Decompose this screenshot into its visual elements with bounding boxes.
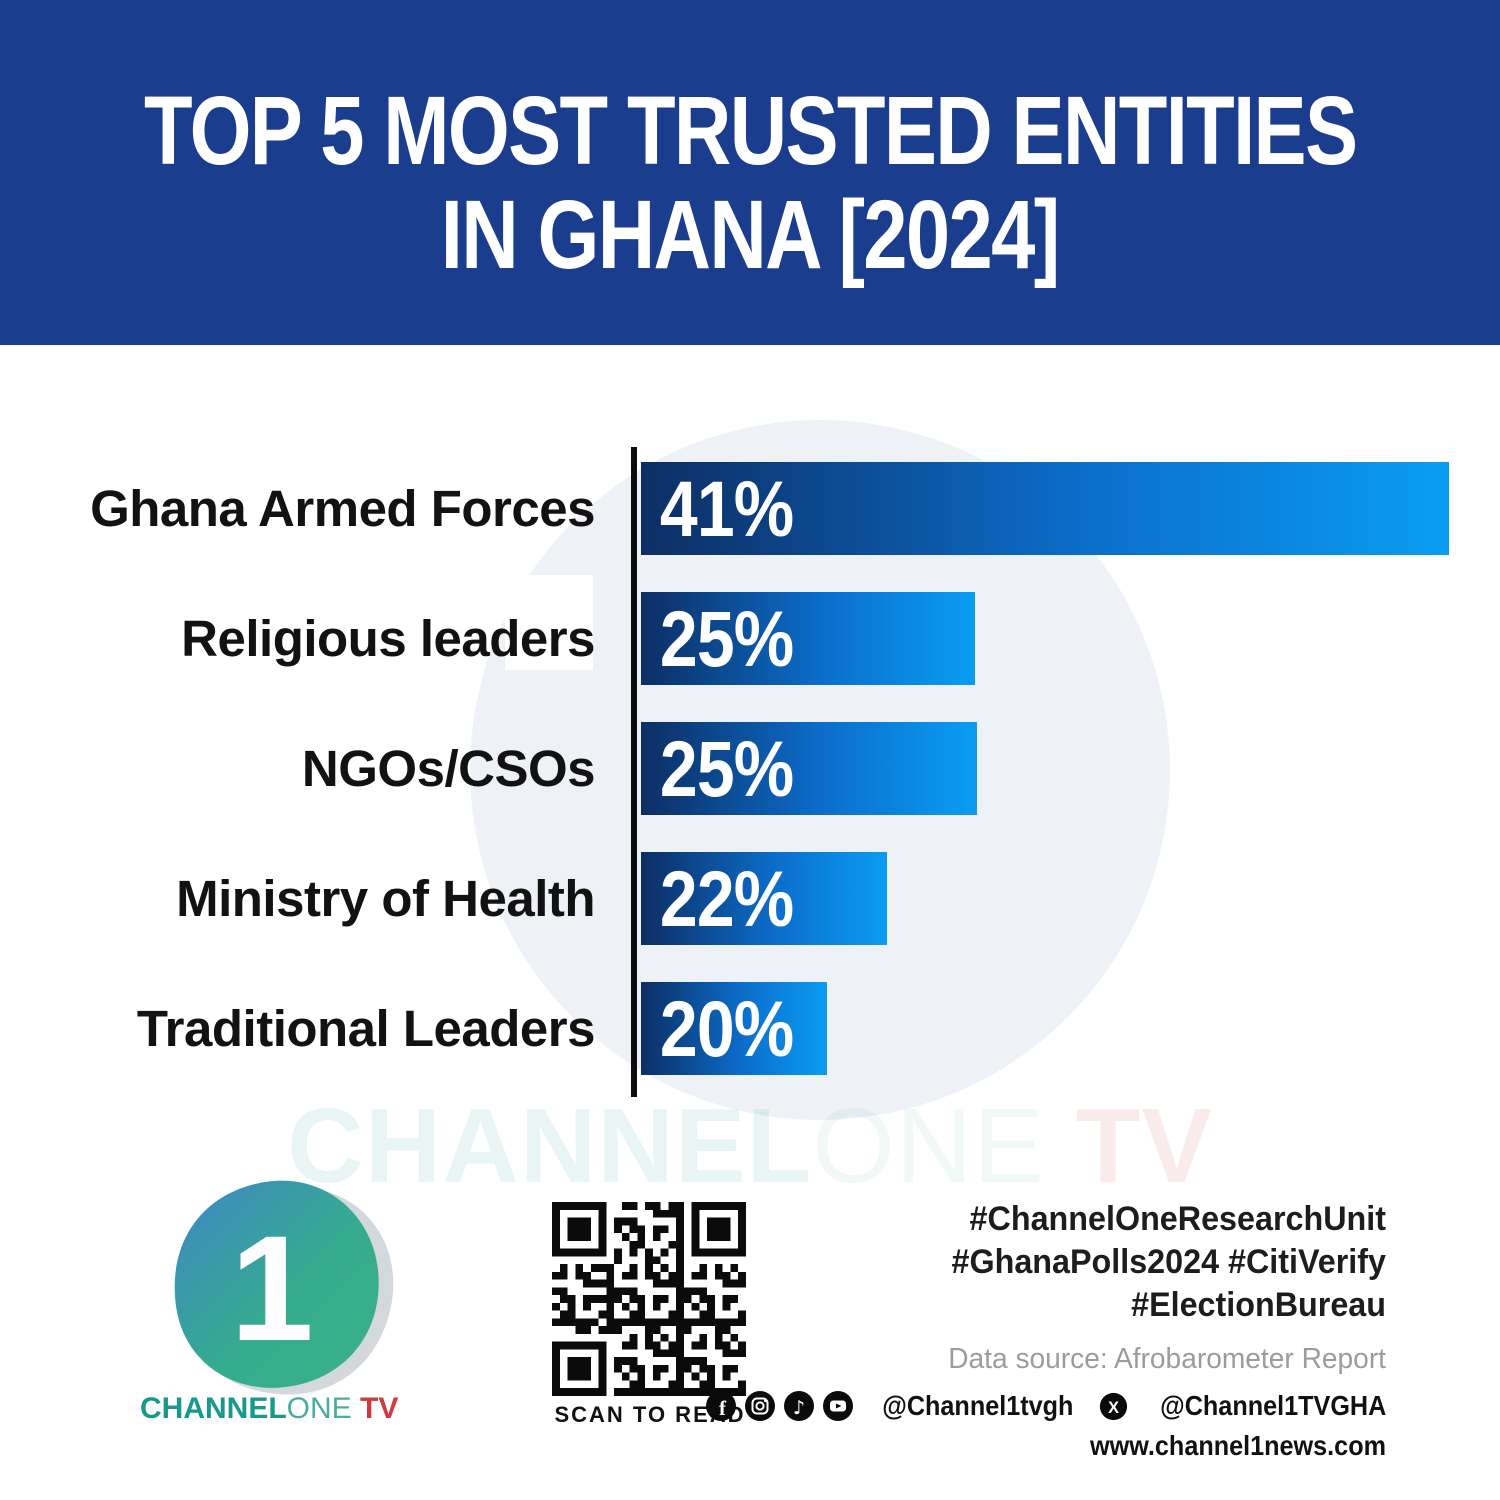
- bar: 22%: [641, 852, 887, 945]
- bar-value-label: 25%: [659, 593, 794, 683]
- chart-row: NGOs/CSOs 25%: [0, 722, 1500, 815]
- background-watermark-notch: [505, 575, 593, 670]
- bar-value-label: 25%: [659, 723, 794, 813]
- bar: 41%: [641, 462, 1449, 555]
- bar: 25%: [641, 592, 975, 685]
- website-url: www.channel1news.com: [1090, 1430, 1386, 1461]
- chart-row: Religious leaders 25%: [0, 592, 1500, 685]
- page-title-line2: IN GHANA [2024]: [441, 179, 1060, 289]
- category-label: NGOs/CSOs: [301, 740, 596, 797]
- data-source: Data source: Afrobarometer Report: [948, 1343, 1386, 1375]
- youtube-icon: [823, 1391, 854, 1421]
- logo-teal-blob: [174, 1180, 379, 1388]
- bar: 20%: [641, 982, 827, 1075]
- logo-blob-icon: 1: [174, 1180, 394, 1395]
- hashtag-line-3: #ElectionBureau: [1131, 1286, 1386, 1324]
- facebook-icon: f: [706, 1391, 737, 1421]
- category-label: Ministry of Health: [176, 870, 595, 927]
- category-label: Traditional Leaders: [136, 1000, 596, 1057]
- chart-row: Ministry of Health 22%: [0, 852, 1500, 945]
- footer-right-column: #ChannelOneResearchUnit #GhanaPolls2024 …: [706, 1198, 1386, 1462]
- bar-value-label: 41%: [659, 463, 794, 553]
- bar: 25%: [641, 722, 977, 815]
- tiktok-icon: ♪: [784, 1391, 815, 1421]
- qr-code: [552, 1202, 746, 1396]
- svg-text:X: X: [1108, 1398, 1119, 1416]
- chart-axis: [631, 447, 637, 1097]
- channel-one-logo: 1: [150, 1178, 410, 1408]
- header-band: TOP 5 MOST TRUSTED ENTITIES IN GHANA [20…: [0, 0, 1500, 345]
- logo-numeral: 1: [230, 1204, 313, 1372]
- instagram-icon: [745, 1391, 776, 1421]
- hashtag-line-1: #ChannelOneResearchUnit: [969, 1200, 1386, 1238]
- watermark-text: CHANNELONE TV: [287, 1087, 1213, 1205]
- category-label: Religious leaders: [181, 610, 595, 667]
- hashtag-line-2: #GhanaPolls2024 #CitiVerify: [951, 1243, 1386, 1281]
- bar-value-label: 22%: [659, 853, 794, 943]
- social-handle-1: @Channel1tvgh: [882, 1390, 1074, 1421]
- x-icon: X: [1099, 1392, 1127, 1420]
- social-handle-2: @Channel1TVGHA: [1159, 1390, 1386, 1421]
- bar-value-label: 20%: [659, 983, 794, 1073]
- social-row: f ♪ @Channel1tvgh X @Channel: [706, 1390, 1386, 1422]
- chart-row: Ghana Armed Forces 41%: [0, 462, 1500, 555]
- svg-text:f: f: [719, 1396, 727, 1420]
- logo-wordmark: CHANNELONE TV: [140, 1392, 399, 1425]
- chart-row: Traditional Leaders 20%: [0, 982, 1500, 1075]
- svg-text:♪: ♪: [793, 1397, 805, 1419]
- page-title-line1: TOP 5 MOST TRUSTED ENTITIES: [143, 75, 1358, 185]
- category-label: Ghana Armed Forces: [90, 480, 595, 537]
